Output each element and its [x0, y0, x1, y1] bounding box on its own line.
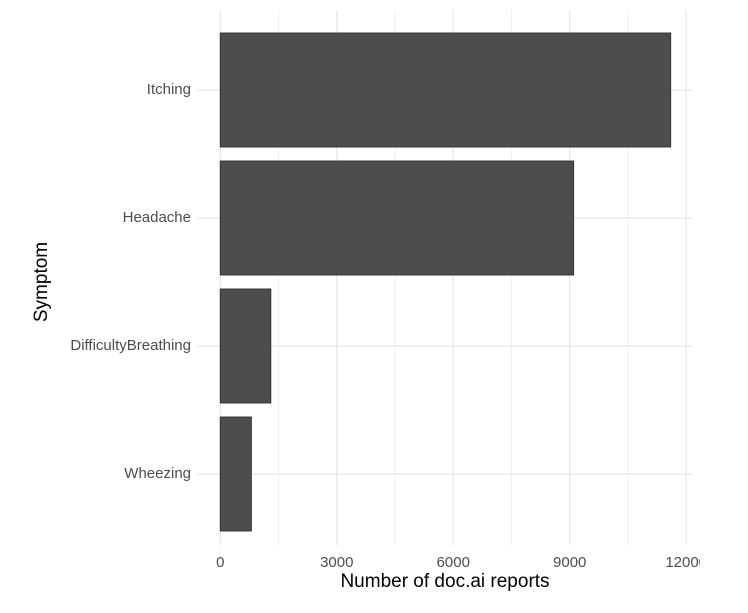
x-axis-title: Number of doc.ai reports: [340, 571, 549, 592]
bar: [219, 160, 575, 276]
x-tick-label: 3000: [320, 554, 353, 571]
y-axis-title: Symptom: [31, 242, 52, 322]
marks: [219, 32, 672, 532]
y-tick-label: DifficultyBreathing: [70, 337, 191, 354]
x-tick-label: 12000: [665, 554, 707, 571]
x-tick-label: 0: [216, 554, 224, 571]
bar: [219, 416, 252, 532]
bar: [219, 32, 672, 148]
x-tick-label: 6000: [437, 554, 470, 571]
y-tick-label: Headache: [123, 209, 191, 226]
y-tick-label: Itching: [147, 81, 191, 98]
y-tick-label: Wheezing: [124, 465, 191, 482]
x-tick-label: 9000: [553, 554, 586, 571]
labels: 0 3000 6000 9000 12000 Itching Headache Difficu…: [70, 81, 707, 571]
bar: [219, 288, 272, 404]
